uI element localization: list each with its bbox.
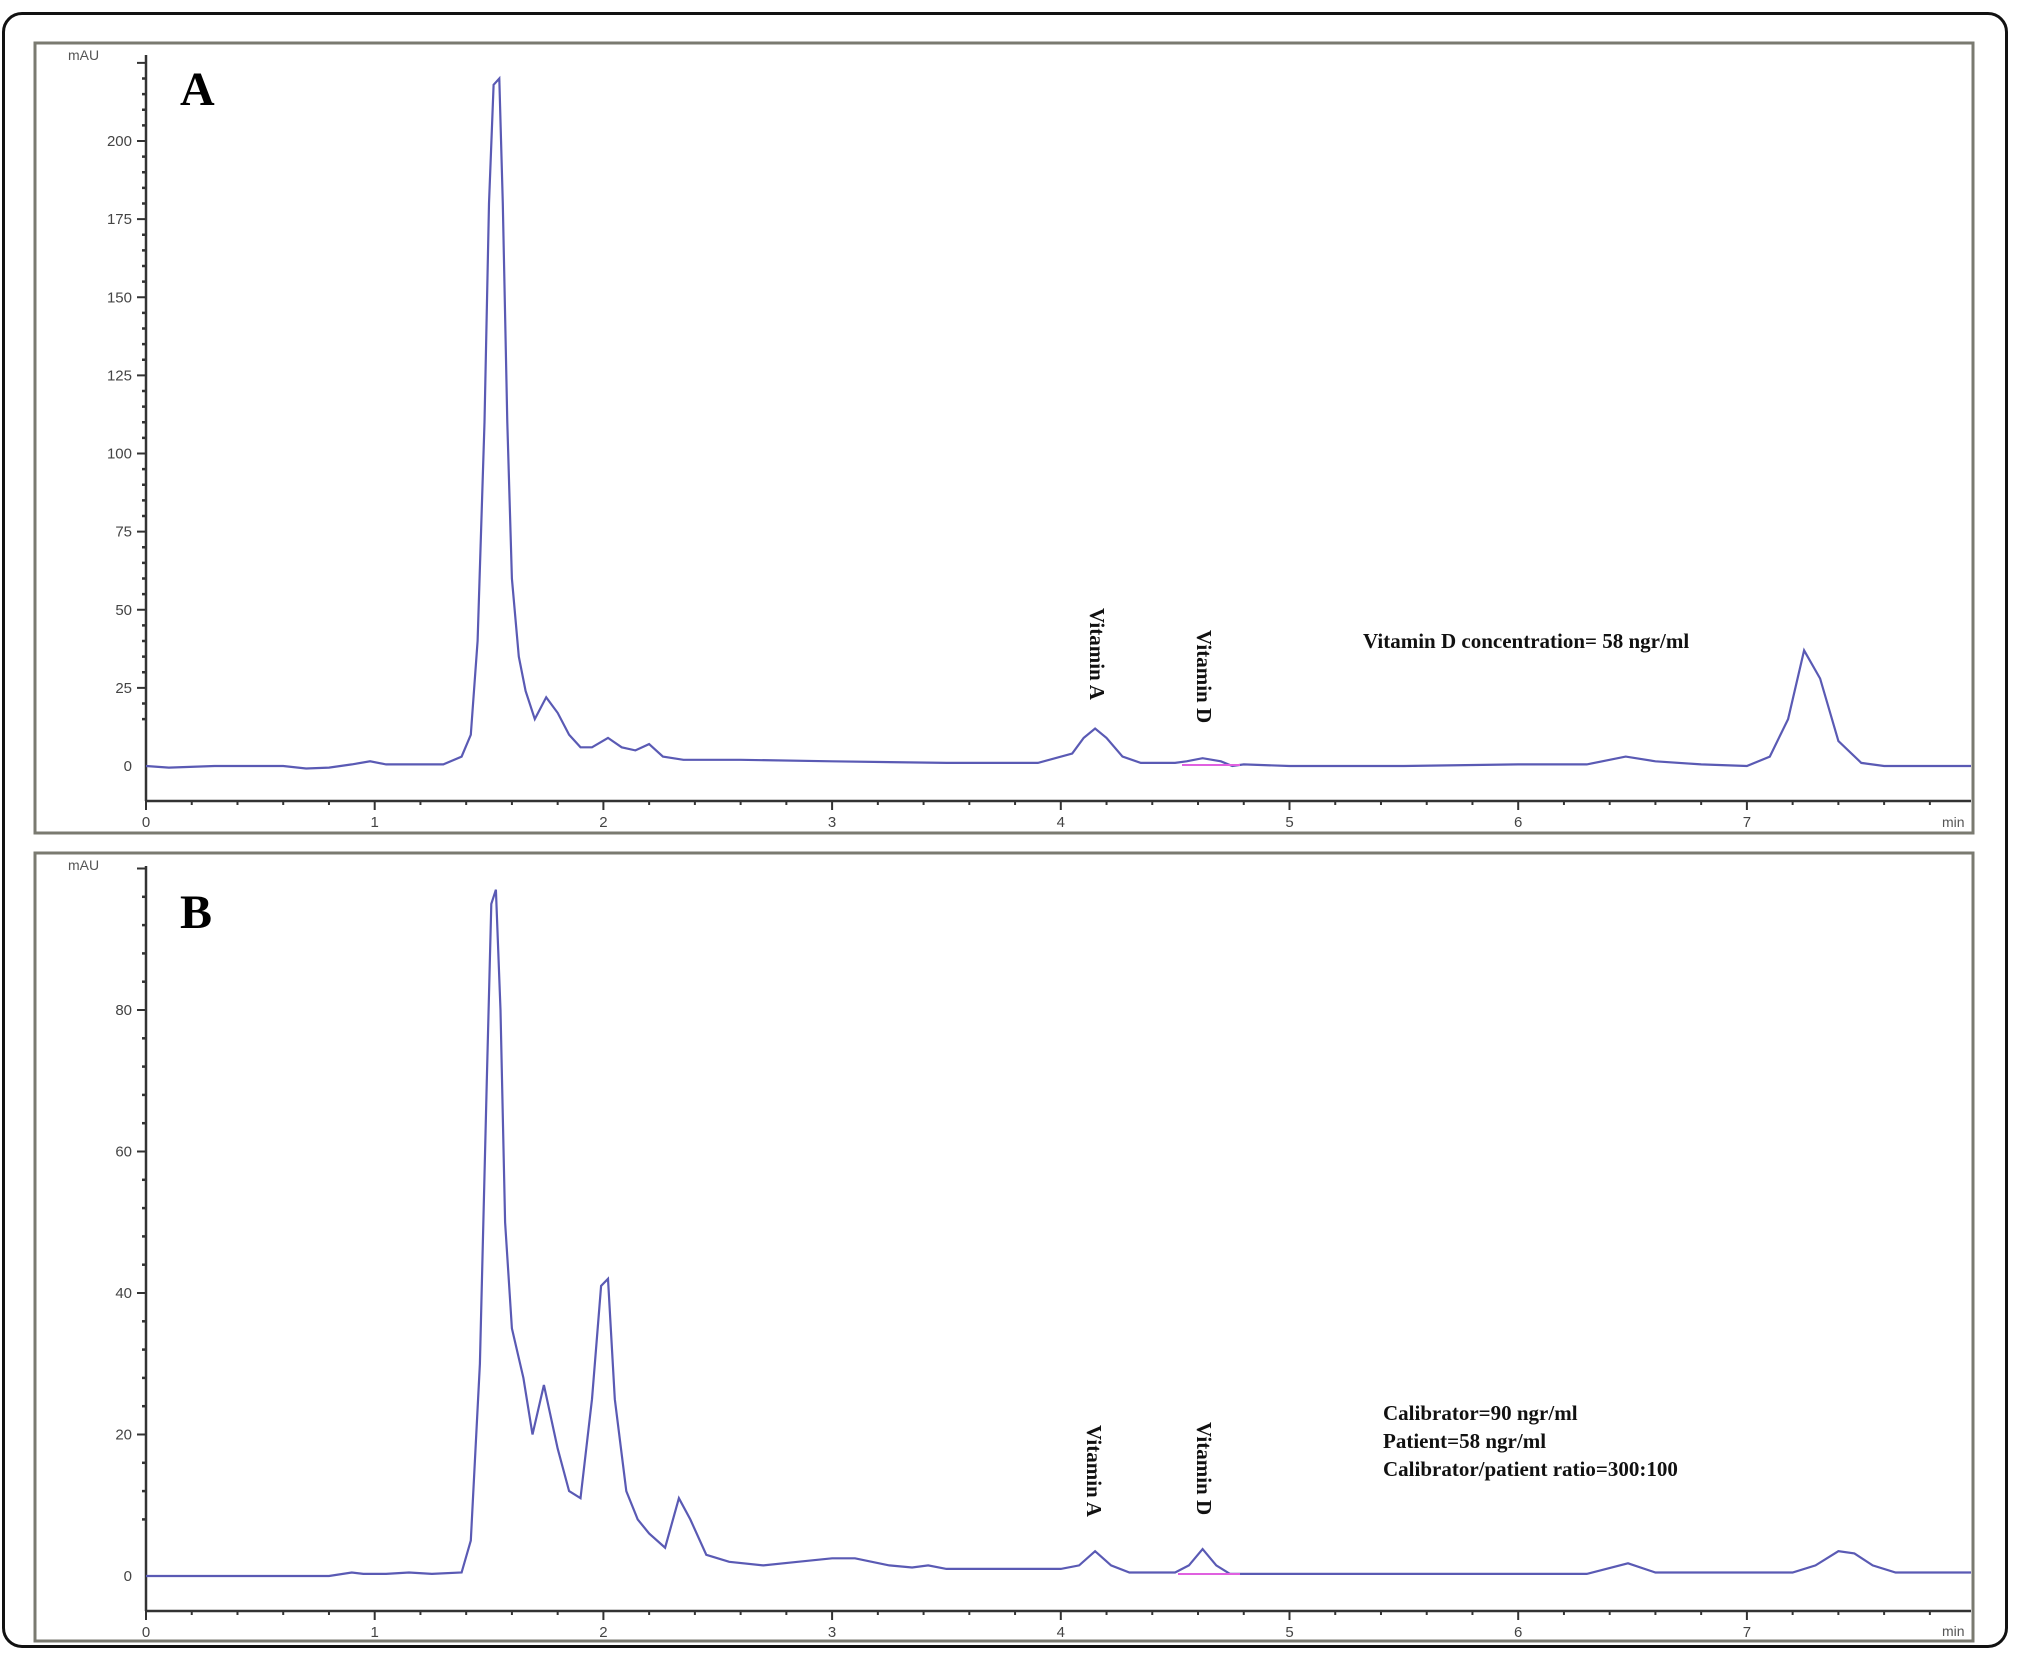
x-tick-label: 6	[1514, 814, 1522, 831]
y-tick-label: 60	[115, 1144, 132, 1161]
panel-b: mAU B 0 20 40 60 80 0 1 2 3 4 5 6 7 Vitamin A Vitami…	[33, 851, 1975, 1643]
y-tick-label: 0	[124, 1568, 132, 1585]
peak-label-vitamin-a: Vitamin A	[1085, 608, 1109, 701]
annotation-line: Calibrator/patient ratio=300:100	[1383, 1457, 1678, 1481]
y-tick-label: 25	[115, 680, 132, 697]
x-tick-label: 6	[1514, 1624, 1522, 1641]
annotation-line: Vitamin D concentration= 58 ngr/ml	[1363, 629, 1689, 653]
y-tick-label: 80	[115, 1002, 132, 1019]
y-tick-label: 175	[107, 211, 132, 228]
y-tick-label: 0	[124, 758, 132, 775]
annotation-line: Patient=58 ngr/ml	[1383, 1429, 1546, 1453]
x-tick-label: 5	[1285, 1624, 1293, 1641]
peak-label-vitamin-d: Vitamin D	[1192, 630, 1216, 723]
y-tick-label: 150	[107, 289, 132, 306]
x-tick-label: 7	[1743, 814, 1751, 831]
y-tick-label: 50	[115, 602, 132, 619]
annotation-line: Calibrator=90 ngr/ml	[1383, 1401, 1578, 1425]
x-tick-label: 7	[1743, 1624, 1751, 1641]
x-tick-label: 1	[371, 1624, 379, 1641]
figure-frame	[2, 12, 2008, 1648]
peak-label-vitamin-d: Vitamin D	[1192, 1422, 1216, 1515]
x-tick-label: 3	[828, 814, 836, 831]
chromatogram-trace	[145, 75, 1971, 770]
x-tick-label: 0	[142, 814, 150, 831]
y-tick-label: 100	[107, 446, 132, 463]
axes	[137, 55, 1971, 810]
panel-letter: A	[180, 63, 215, 116]
x-unit-label: min	[1942, 814, 1965, 830]
x-tick-label: 5	[1285, 814, 1293, 831]
x-tick-label: 4	[1057, 1624, 1065, 1641]
y-tick-label: 200	[107, 133, 132, 150]
tick-labels: 0 25 50 75 100 125 150 175 200 0 1 2 3 4 5 6 7	[107, 133, 1751, 831]
peak-label-vitamin-a: Vitamin A	[1082, 1425, 1106, 1518]
axes	[137, 866, 1971, 1620]
x-tick-label: 2	[599, 814, 607, 831]
y-tick-label: 40	[115, 1285, 132, 1302]
x-tick-label: 2	[599, 1624, 607, 1641]
chromatogram-trace	[146, 889, 1971, 1578]
y-tick-label: 20	[115, 1427, 132, 1444]
y-tick-label: 75	[115, 524, 132, 541]
panel-letter: B	[180, 886, 212, 939]
x-tick-label: 0	[142, 1624, 150, 1641]
y-tick-label: 125	[107, 367, 132, 384]
x-tick-label: 4	[1057, 814, 1065, 831]
x-tick-label: 3	[828, 1624, 836, 1641]
y-unit-label: mAU	[68, 857, 99, 873]
panel-a: mAU A 0 25 50 75 100 125 150 175 200 0 1 2 3 4 5 6 7 Vit…	[33, 41, 1975, 835]
x-tick-label: 1	[371, 814, 379, 831]
tick-labels: 0 20 40 60 80 0 1 2 3 4 5 6 7	[115, 1002, 1751, 1641]
y-unit-label: mAU	[68, 47, 99, 63]
panel-a-border	[33, 41, 1975, 835]
x-unit-label: min	[1942, 1623, 1965, 1639]
panel-b-border	[33, 851, 1975, 1643]
